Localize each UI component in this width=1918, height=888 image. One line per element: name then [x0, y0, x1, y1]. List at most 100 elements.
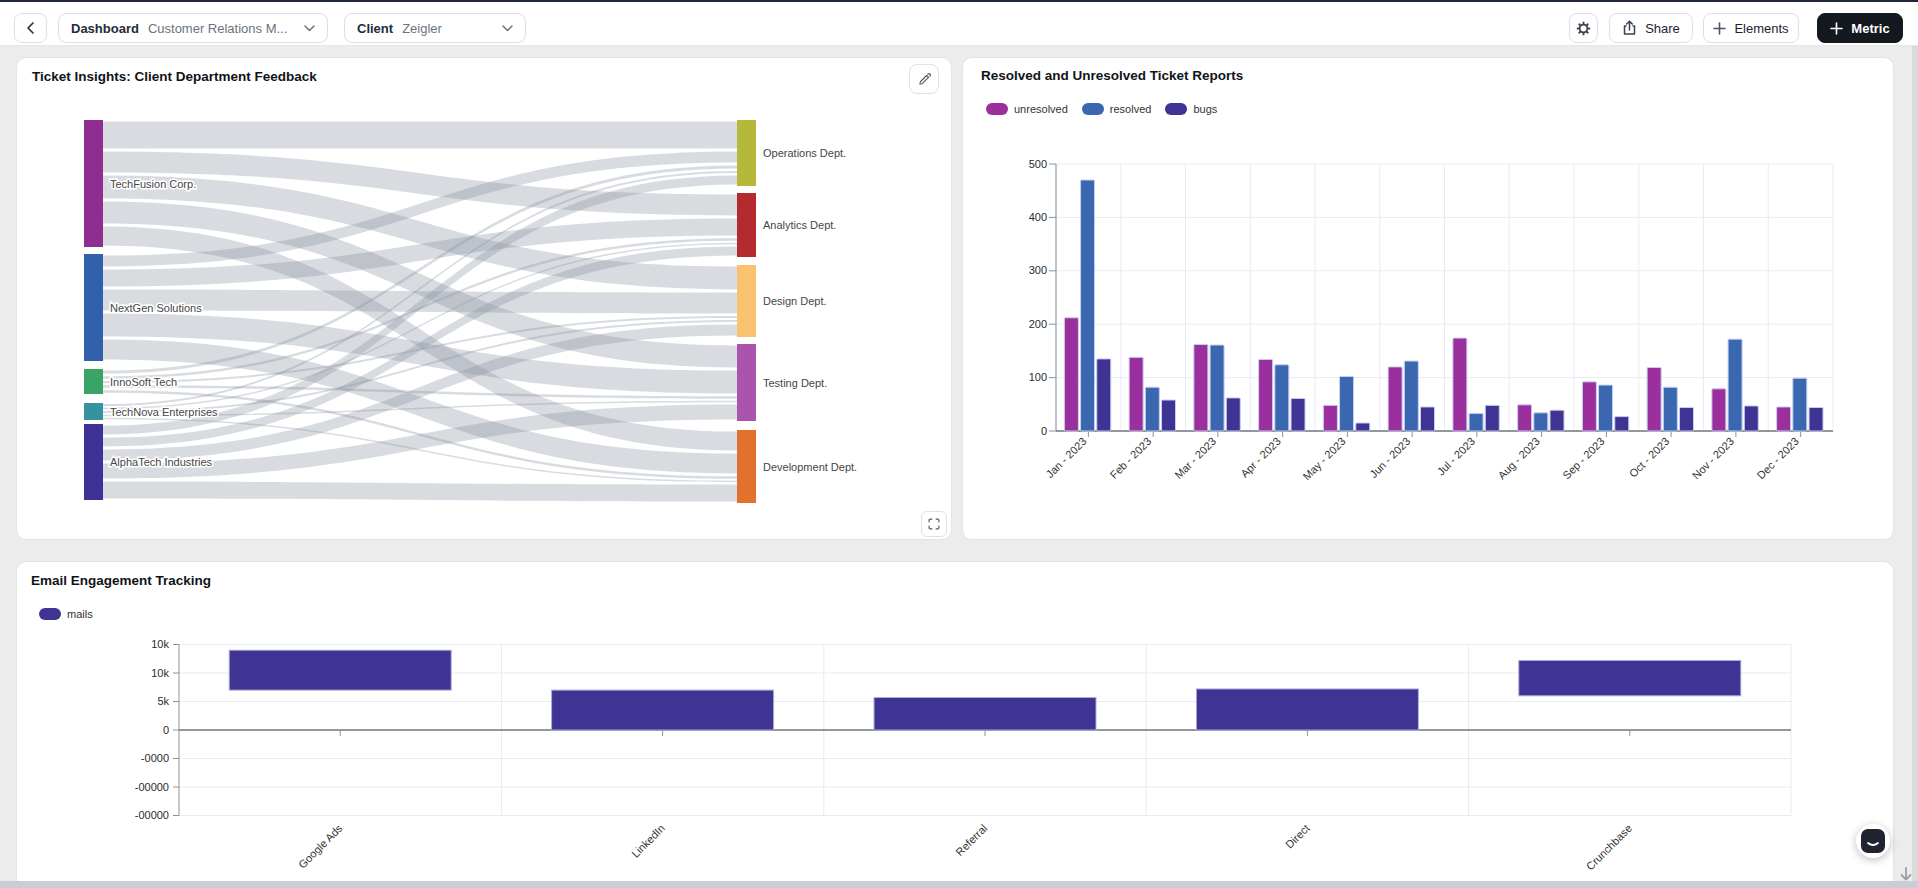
sankey-node-source[interactable] [84, 369, 103, 394]
bar-unresolved[interactable] [1388, 367, 1402, 431]
bar-bugs[interactable] [1162, 400, 1176, 431]
sankey-link [103, 482, 737, 502]
bar-bugs[interactable] [1421, 407, 1435, 431]
panel-ticket-reports: Resolved and Unresolved Ticket Reports u… [962, 57, 1894, 540]
y-tick-label: 400 [1029, 211, 1047, 223]
x-tick-label: LinkedIn [629, 822, 667, 860]
x-tick-label: Crunchbase [1584, 822, 1634, 872]
share-button[interactable]: Share [1609, 13, 1693, 43]
back-button[interactable] [14, 13, 47, 43]
bar-resolved[interactable] [1599, 385, 1613, 431]
sankey-node-target[interactable] [737, 344, 756, 421]
bar-unresolved[interactable] [1712, 389, 1726, 431]
bar-unresolved[interactable] [1518, 405, 1532, 431]
y-tick-label: 500 [1029, 158, 1047, 170]
y-tick-label: 10k [151, 667, 169, 679]
horizontal-scrollbar[interactable] [0, 881, 1918, 888]
bar-unresolved[interactable] [1129, 357, 1143, 431]
bar-mails[interactable] [874, 698, 1096, 730]
sankey-chart: TechFusion Corp.NextGen SolutionsInnoSof… [17, 58, 951, 539]
bar-resolved[interactable] [1728, 339, 1742, 431]
emails-bar-chart: 10k10k5k0-0000-00000-00000Google AdsLink… [17, 562, 1893, 888]
plus-icon [1830, 22, 1843, 35]
bar-resolved[interactable] [1793, 378, 1807, 431]
bar-unresolved[interactable] [1647, 367, 1661, 431]
plus-icon [1713, 22, 1726, 35]
bar-bugs[interactable] [1744, 406, 1758, 431]
bar-unresolved[interactable] [1323, 405, 1337, 431]
settings-button[interactable] [1569, 13, 1598, 43]
bar-unresolved[interactable] [1259, 359, 1273, 431]
bar-resolved[interactable] [1275, 365, 1289, 431]
sankey-node-target[interactable] [737, 120, 756, 186]
bar-bugs[interactable] [1485, 405, 1499, 431]
bar-mails[interactable] [1196, 689, 1418, 730]
bar-resolved[interactable] [1340, 377, 1354, 431]
bar-unresolved[interactable] [1194, 344, 1208, 431]
sankey-node-source[interactable] [84, 254, 103, 361]
bar-resolved[interactable] [1210, 345, 1224, 431]
elements-button[interactable]: Elements [1703, 13, 1799, 43]
bar-unresolved[interactable] [1777, 407, 1791, 431]
expand-button[interactable] [921, 511, 947, 537]
sankey-node-label: Design Dept. [763, 295, 827, 307]
bar-bugs[interactable] [1226, 398, 1240, 431]
bar-bugs[interactable] [1097, 359, 1111, 431]
sankey-node-label: AlphaTech Industries [110, 456, 213, 468]
client-select-value: Zeigler [402, 21, 442, 36]
add-metric-button[interactable]: Metric [1817, 13, 1903, 43]
bar-bugs[interactable] [1809, 408, 1823, 431]
sankey-node-label: InnoSoft Tech [110, 376, 177, 388]
bar-bugs[interactable] [1550, 410, 1564, 431]
x-tick-label: Sep - 2023 [1560, 435, 1607, 482]
sankey-node-target[interactable] [737, 193, 756, 257]
bar-mails[interactable] [1519, 660, 1741, 695]
dashboard-select-label: Dashboard [71, 21, 139, 36]
bar-mails[interactable] [552, 690, 774, 730]
sankey-node-source[interactable] [84, 424, 103, 500]
sankey-node-source[interactable] [84, 120, 103, 247]
bar-bugs[interactable] [1615, 417, 1629, 431]
x-tick-label: Dec - 2023 [1755, 435, 1802, 482]
bar-resolved[interactable] [1663, 387, 1677, 431]
y-tick-label: 0 [163, 724, 169, 736]
x-tick-label: Apr - 2023 [1238, 435, 1283, 480]
bar-resolved[interactable] [1469, 413, 1483, 431]
sankey-node-target[interactable] [737, 430, 756, 503]
x-tick-label: Jun - 2023 [1367, 435, 1412, 480]
bar-unresolved[interactable] [1064, 318, 1078, 431]
top-accent-line [0, 0, 1918, 2]
panel-ticket-insights: Ticket Insights: Client Department Feedb… [16, 57, 952, 540]
y-tick-label: -0000 [141, 752, 169, 764]
sankey-node-source[interactable] [84, 403, 103, 420]
bar-bugs[interactable] [1356, 423, 1370, 431]
bar-bugs[interactable] [1680, 408, 1694, 431]
bar-resolved[interactable] [1145, 387, 1159, 431]
bar-unresolved[interactable] [1582, 382, 1596, 431]
sankey-node-label: Testing Dept. [763, 377, 827, 389]
y-tick-label: 100 [1029, 371, 1047, 383]
dashboard-select-value: Customer Relations M... [148, 21, 287, 36]
bar-resolved[interactable] [1081, 180, 1095, 431]
chevron-down-icon [502, 25, 513, 32]
bar-unresolved[interactable] [1453, 338, 1467, 431]
chat-button[interactable] [1856, 824, 1890, 858]
bar-bugs[interactable] [1291, 398, 1305, 431]
bar-resolved[interactable] [1404, 361, 1418, 431]
back-chevron-icon [23, 20, 39, 36]
dashboard-select[interactable]: Dashboard Customer Relations M... [58, 13, 328, 43]
vertical-scrollbar[interactable] [1912, 46, 1918, 888]
x-tick-label: Jan - 2023 [1044, 435, 1089, 480]
sankey-node-label: TechFusion Corp. [110, 178, 196, 190]
y-tick-label: 200 [1029, 318, 1047, 330]
tickets-bar-chart: 0100200300400500Jan - 2023Feb - 2023Mar … [963, 58, 1893, 539]
x-tick-label: Referral [953, 822, 989, 858]
sankey-node-label: Analytics Dept. [763, 219, 836, 231]
sankey-node-label: Development Dept. [763, 461, 857, 473]
client-select[interactable]: Client Zeigler [344, 13, 526, 43]
y-tick-label: 0 [1041, 425, 1047, 437]
y-tick-label: -00000 [135, 809, 169, 821]
bar-resolved[interactable] [1534, 413, 1548, 431]
sankey-node-target[interactable] [737, 265, 756, 337]
bar-mails[interactable] [229, 650, 451, 690]
